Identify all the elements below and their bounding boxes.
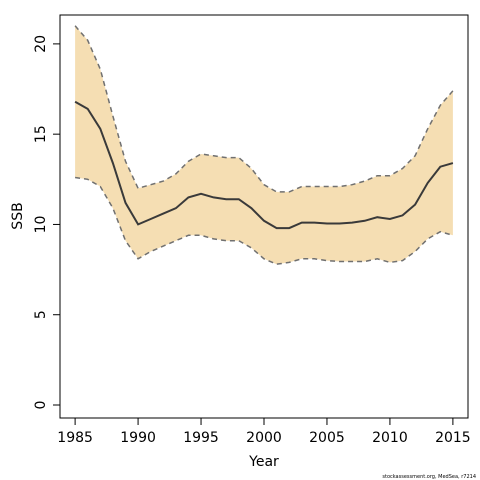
x-tick-label: 1995	[183, 430, 219, 446]
band-lower	[74, 176, 454, 265]
x-axis-label: Year	[248, 454, 279, 470]
confidence-band	[75, 25, 453, 265]
x-tick-label: 1990	[120, 430, 156, 446]
y-tick-label: 5	[33, 310, 49, 319]
y-tick-label: 0	[33, 401, 49, 410]
x-tick-label: 1985	[57, 430, 93, 446]
x-tick-label: 2010	[372, 430, 408, 446]
x-tick-label: 2015	[435, 430, 471, 446]
x-tick-label: 2000	[246, 430, 282, 446]
band-upper	[74, 25, 454, 193]
y-tick-label: 20	[33, 35, 49, 53]
y-tick-label: 15	[33, 125, 49, 143]
x-tick-label: 2005	[309, 430, 345, 446]
y-tick-label: 10	[33, 216, 49, 234]
y-axis-label: SSB	[10, 202, 26, 229]
footnote: stockassessment.org, MedSea, r7214	[382, 474, 476, 480]
line	[74, 100, 454, 230]
